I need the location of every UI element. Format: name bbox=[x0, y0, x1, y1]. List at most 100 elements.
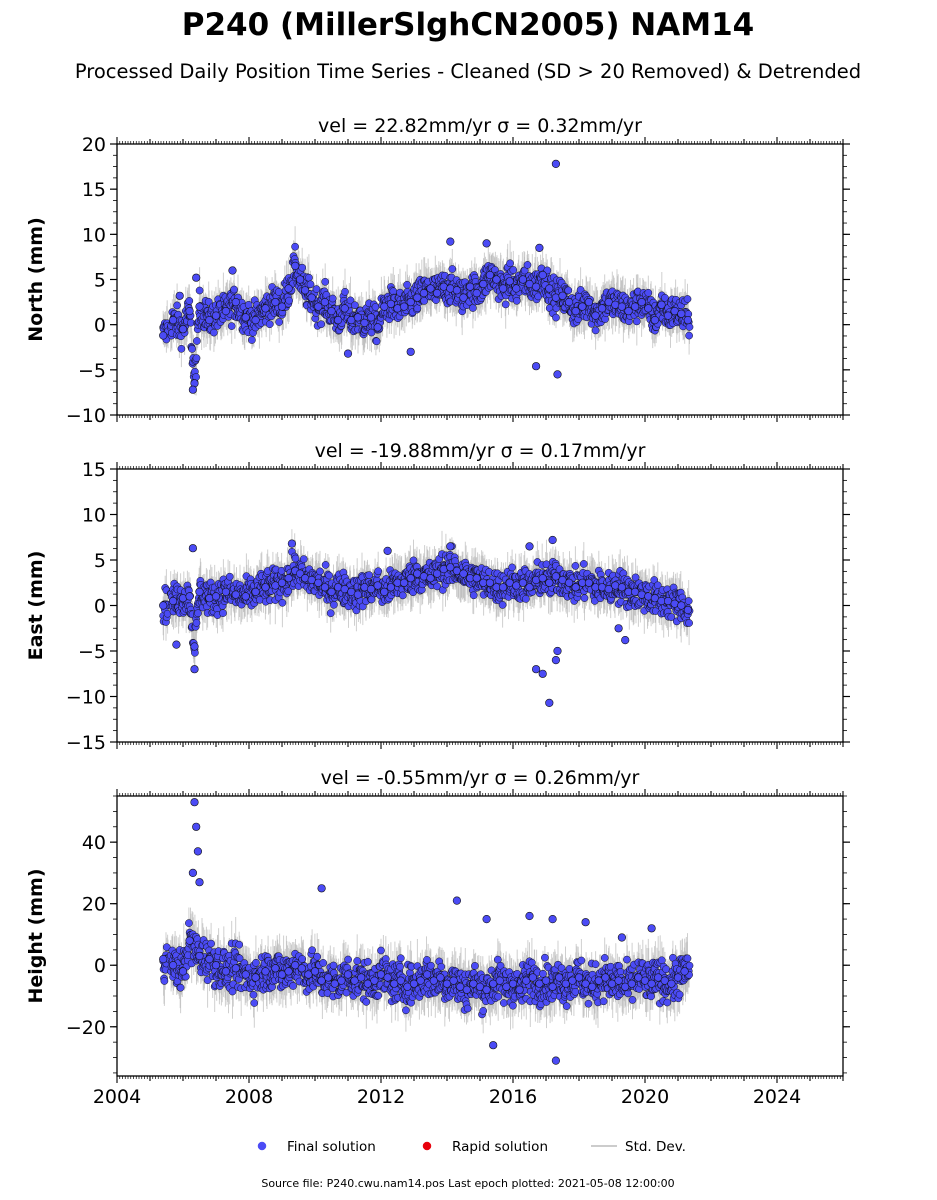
data-point bbox=[373, 323, 382, 332]
data-point bbox=[419, 289, 429, 298]
data-point bbox=[535, 243, 544, 252]
data-point bbox=[211, 311, 221, 320]
data-point bbox=[512, 284, 521, 293]
data-point bbox=[192, 354, 201, 362]
data-point bbox=[187, 318, 195, 327]
data-point bbox=[564, 286, 573, 295]
data-point bbox=[637, 298, 646, 307]
data-point bbox=[320, 298, 330, 307]
data-point bbox=[512, 296, 521, 305]
plot-area bbox=[159, 159, 694, 396]
data-point bbox=[551, 159, 561, 168]
data-point bbox=[194, 609, 202, 618]
data-point bbox=[452, 286, 462, 295]
data-point bbox=[632, 317, 641, 326]
data-point bbox=[531, 362, 541, 371]
data-point bbox=[400, 302, 409, 311]
y-axis-label: East (mm) bbox=[25, 551, 47, 661]
figure-subtitle: Processed Daily Position Time Series - C… bbox=[75, 60, 861, 83]
data-point bbox=[371, 303, 380, 311]
data-point bbox=[230, 285, 238, 294]
data-point bbox=[685, 323, 694, 331]
data-point bbox=[406, 298, 415, 307]
data-point bbox=[193, 337, 201, 345]
data-point bbox=[448, 265, 457, 273]
data-point bbox=[185, 297, 194, 305]
data-point bbox=[506, 259, 514, 268]
data-point bbox=[251, 316, 260, 325]
data-point bbox=[677, 309, 686, 318]
data-point bbox=[275, 318, 284, 326]
data-point bbox=[571, 307, 580, 316]
data-point bbox=[420, 297, 429, 305]
data-point bbox=[499, 284, 508, 293]
data-point bbox=[159, 331, 168, 340]
data-point bbox=[564, 298, 574, 307]
plot-area bbox=[159, 529, 694, 708]
data-point bbox=[661, 293, 669, 302]
data-point bbox=[185, 307, 194, 316]
data-point bbox=[219, 609, 227, 617]
y-tick-label: 5 bbox=[94, 270, 106, 292]
data-point bbox=[591, 311, 600, 320]
data-point bbox=[210, 328, 218, 337]
data-point bbox=[360, 318, 369, 328]
data-point bbox=[328, 294, 337, 303]
data-point bbox=[291, 242, 299, 251]
data-point bbox=[327, 307, 336, 316]
data-point bbox=[341, 287, 349, 296]
data-point bbox=[479, 279, 488, 289]
data-point bbox=[644, 288, 653, 297]
data-point bbox=[630, 302, 640, 311]
data-point bbox=[307, 293, 316, 302]
data-point bbox=[538, 270, 547, 280]
data-point bbox=[683, 295, 692, 303]
data-point bbox=[644, 304, 653, 313]
data-point bbox=[284, 284, 293, 293]
data-point bbox=[278, 598, 287, 607]
data-point bbox=[228, 266, 237, 275]
data-point bbox=[584, 298, 594, 307]
data-point bbox=[492, 275, 501, 284]
data-point bbox=[346, 296, 355, 305]
data-point bbox=[683, 316, 693, 325]
data-point bbox=[291, 261, 300, 271]
data-point bbox=[501, 300, 510, 309]
data-point bbox=[531, 282, 541, 291]
data-point bbox=[321, 277, 330, 286]
data-point bbox=[195, 286, 204, 295]
data-point bbox=[386, 299, 396, 309]
figure-title: P240 (MillerSlghCN2005) NAM14 bbox=[182, 7, 755, 43]
data-point bbox=[624, 307, 633, 316]
data-point bbox=[578, 302, 587, 311]
data-point bbox=[485, 270, 495, 280]
data-point bbox=[663, 311, 673, 320]
data-point bbox=[248, 336, 256, 344]
panel-east: vel = -19.88mm/yr σ = 0.17mm/yr East (mm)… bbox=[25, 440, 850, 754]
data-point bbox=[509, 266, 518, 274]
data-point bbox=[518, 275, 528, 284]
data-point bbox=[192, 619, 201, 627]
data-point bbox=[591, 326, 600, 335]
data-point bbox=[617, 302, 627, 311]
data-point bbox=[367, 313, 376, 322]
data-point bbox=[413, 293, 422, 302]
data-point bbox=[178, 325, 188, 334]
data-point bbox=[225, 572, 234, 581]
data-point bbox=[472, 289, 481, 298]
data-point bbox=[426, 284, 435, 293]
y-tick-label: 20 bbox=[82, 134, 106, 156]
data-point bbox=[305, 273, 313, 282]
data-point bbox=[177, 344, 186, 353]
data-point bbox=[265, 320, 274, 329]
data-point bbox=[334, 316, 343, 325]
data-point bbox=[227, 322, 236, 330]
data-point bbox=[351, 301, 359, 310]
data-point bbox=[192, 273, 201, 282]
data-point bbox=[413, 304, 422, 313]
data-point bbox=[433, 289, 442, 298]
data-point bbox=[685, 331, 693, 340]
data-point bbox=[169, 316, 178, 325]
data-point bbox=[277, 302, 287, 311]
